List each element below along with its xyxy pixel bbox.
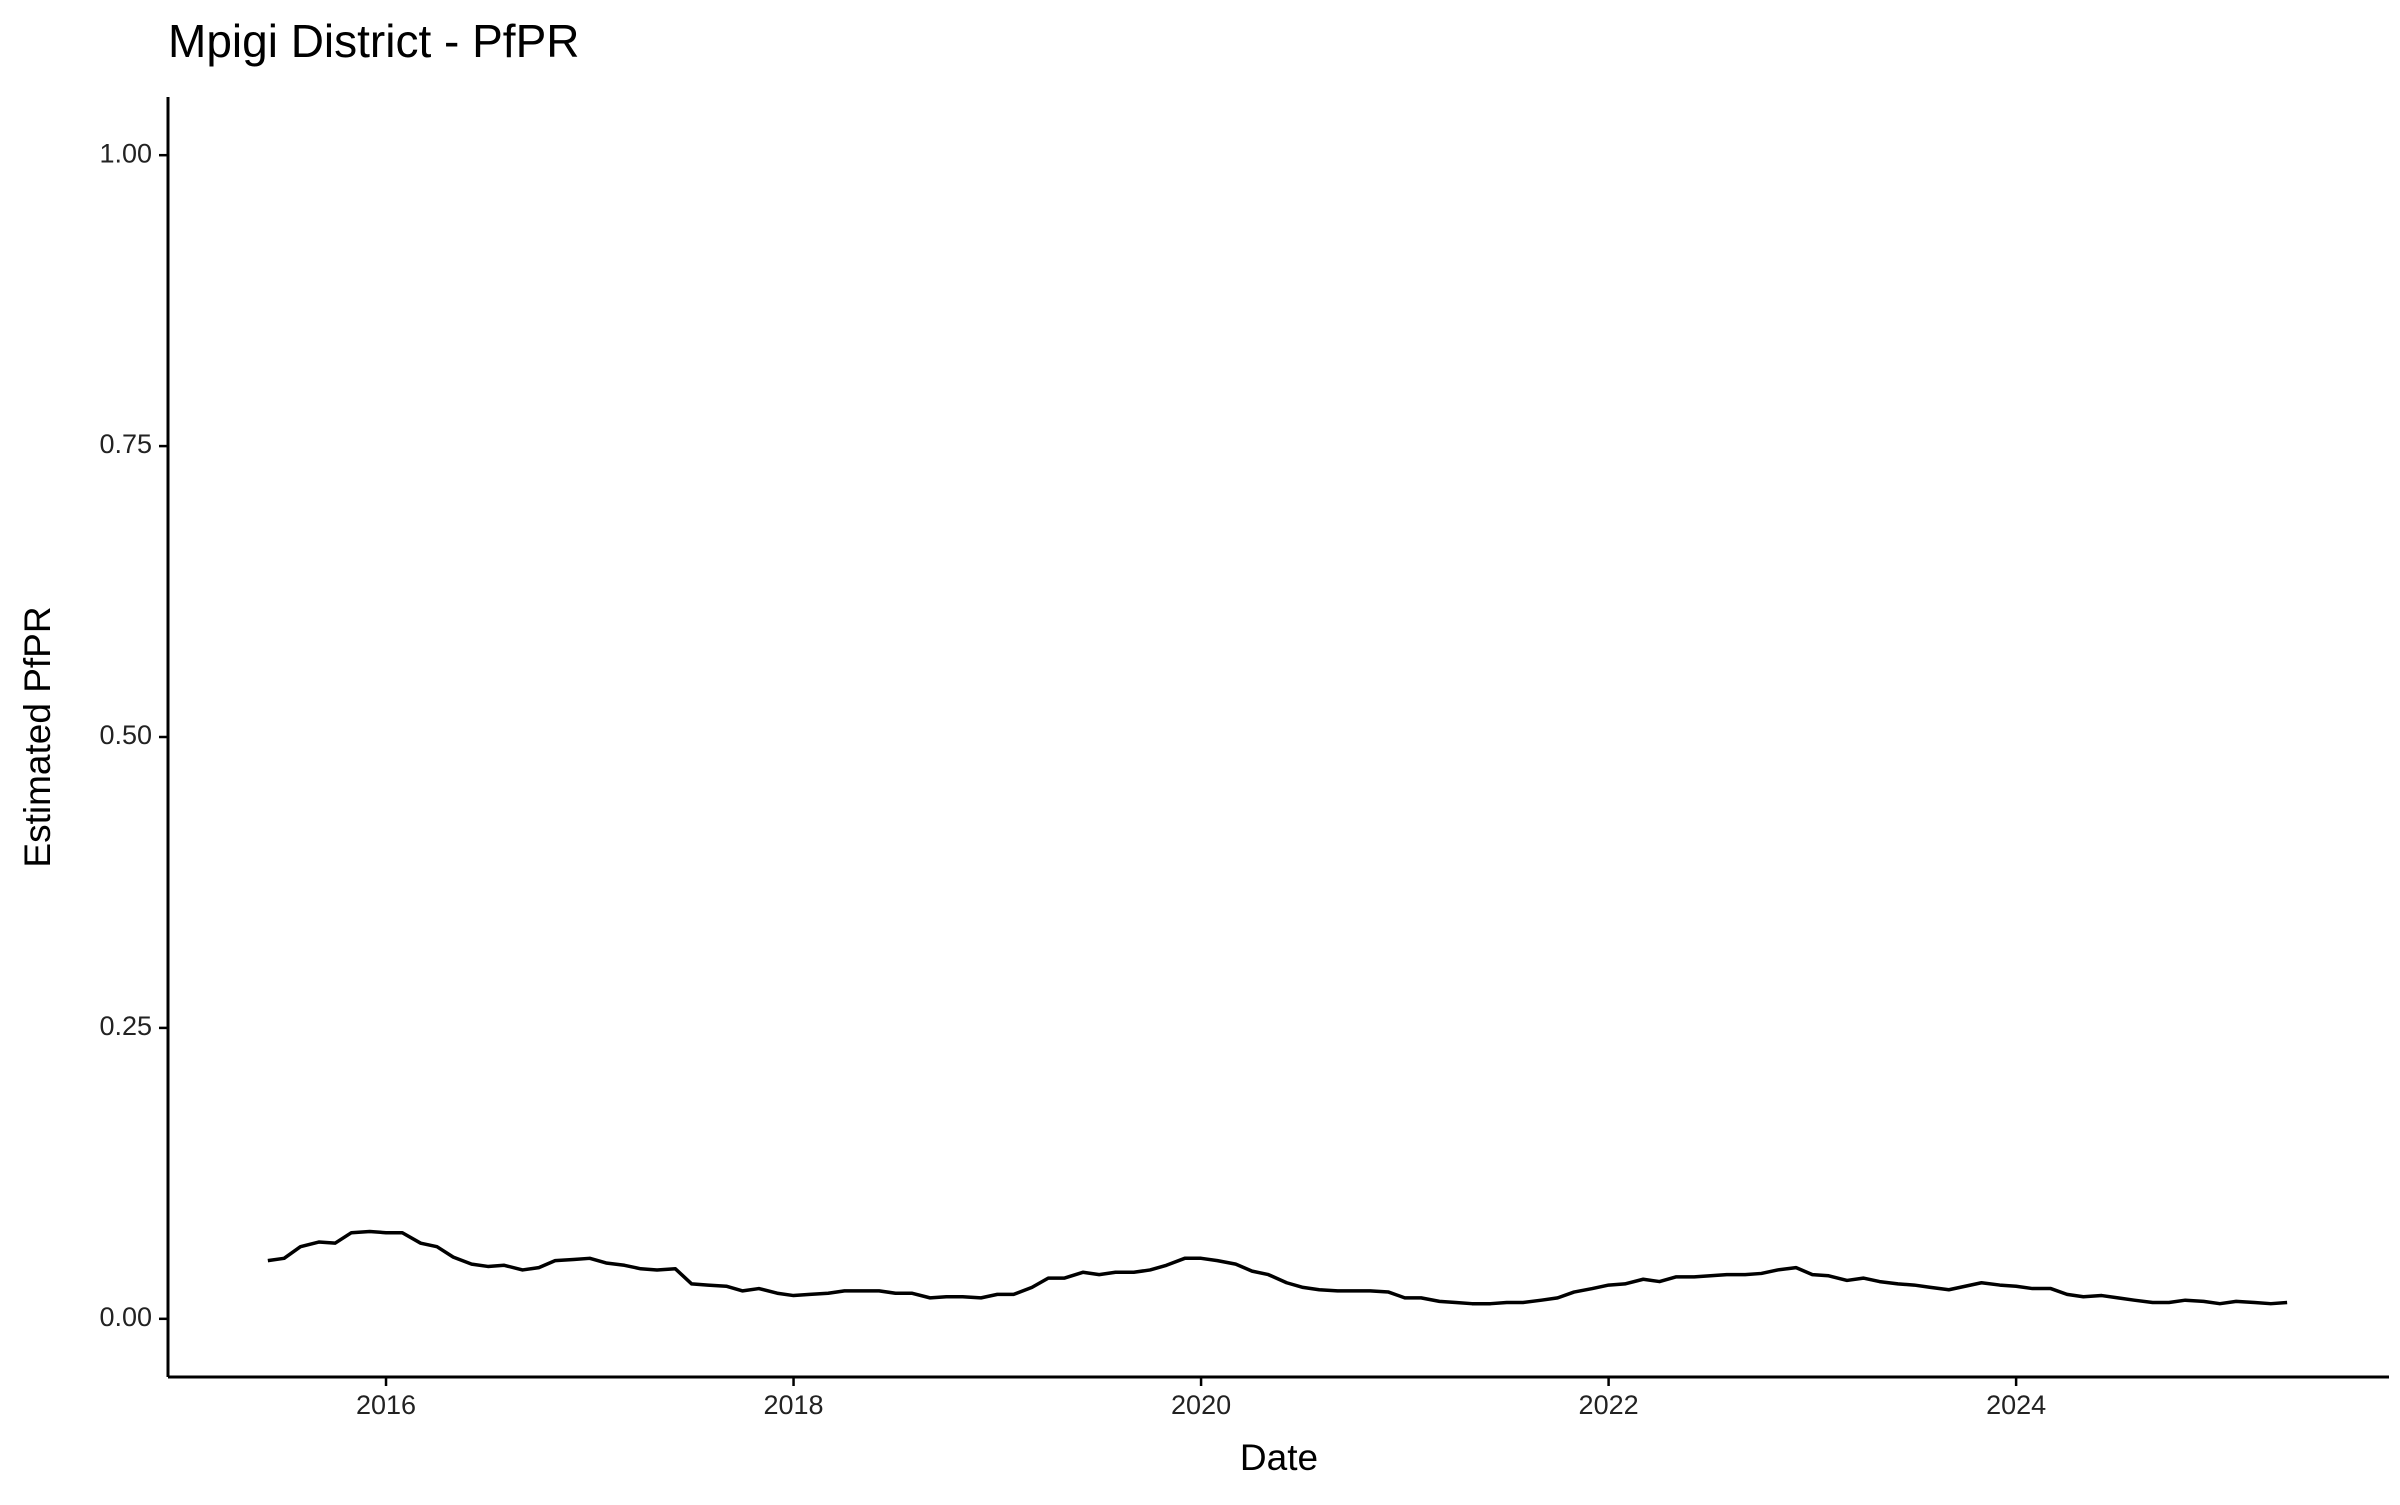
y-tick-label: 0.25 <box>99 1011 152 1041</box>
y-tick-label: 1.00 <box>99 138 152 168</box>
line-series <box>267 1229 2288 1306</box>
y-tick-label: 0.50 <box>99 720 152 750</box>
y-tick-label: 0.75 <box>99 429 152 459</box>
x-tick-label: 2022 <box>1579 1390 1639 1420</box>
y-axis-label: Estimated PfPR <box>17 606 58 867</box>
x-axis-label: Date <box>1240 1437 1318 1478</box>
y-tick-label: 0.00 <box>99 1302 152 1332</box>
x-tick-label: 2018 <box>764 1390 824 1420</box>
x-tick-label: 2016 <box>356 1390 416 1420</box>
chart-title: Mpigi District - PfPR <box>168 15 579 67</box>
x-tick-label: 2024 <box>1986 1390 2046 1420</box>
x-tick-label: 2020 <box>1171 1390 1231 1420</box>
